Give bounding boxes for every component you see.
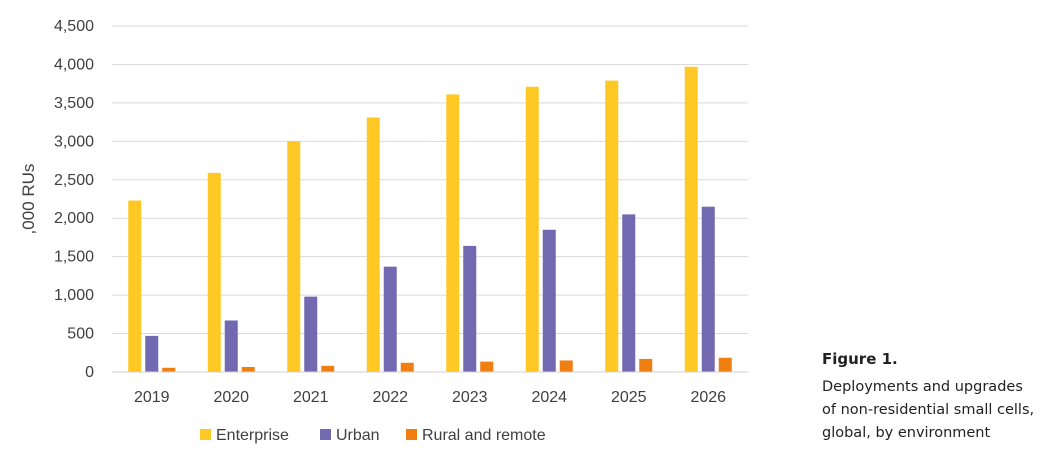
bar-rural-and-remote [162,367,176,372]
bar-urban [701,206,715,372]
y-tick-label: 3,500 [54,95,94,112]
legend-swatch [200,429,211,440]
x-tick-label: 2021 [293,389,329,406]
bar-chart: 0 500 1,000 1,500 2,000 2,500 3,000 3,500 4,000 4… [19,18,748,444]
bar-enterprise [684,66,698,373]
bar-rural-and-remote [718,357,732,372]
bar-enterprise [287,141,301,372]
y-tick-label: 1,000 [54,287,94,304]
bar-rural-and-remote [559,360,573,372]
bar-rural-and-remote [321,365,335,372]
legend-label: Urban [336,427,380,444]
y-tick-label: 4,000 [54,56,94,73]
caption-line: Deployments and upgrades [822,379,1023,395]
bar-urban [224,320,238,372]
bar-urban [304,296,318,372]
bar-rural-and-remote [639,358,653,372]
caption-line: global, by environment [822,425,991,441]
bar-urban [463,245,477,372]
bar-rural-and-remote [480,361,494,372]
bar-rural-and-remote [241,367,255,372]
bar-enterprise [366,117,380,373]
y-tick-label: 500 [67,326,94,343]
x-tick-label: 2025 [611,389,647,406]
bar-enterprise [207,172,221,372]
y-axis-ticks: 0 500 1,000 1,500 2,000 2,500 3,000 3,500 4,000 4… [54,18,94,381]
y-tick-label: 3,000 [54,133,94,150]
y-tick-label: 1,500 [54,249,94,266]
bar-urban [542,229,556,372]
bar-urban [145,335,159,372]
y-tick-label: 2,500 [54,172,94,189]
x-axis-ticks: 2019 2020 2021 2022 2023 2024 2025 2026 [134,389,726,406]
bar-urban [383,266,397,372]
legend: Enterprise Urban Rural and remote [200,427,546,444]
bar-enterprise [605,80,619,372]
x-tick-label: 2023 [452,389,488,406]
bar-enterprise [525,86,539,373]
x-tick-label: 2019 [134,389,170,406]
bars [128,66,732,373]
x-tick-label: 2024 [531,389,567,406]
x-tick-label: 2022 [372,389,408,406]
legend-label: Enterprise [216,427,289,444]
legend-label: Rural and remote [422,427,546,444]
x-tick-label: 2026 [690,389,726,406]
bar-rural-and-remote [400,362,414,372]
bar-urban [622,214,636,372]
figure-caption: Figure 1. Deployments and upgrades of no… [822,350,1052,445]
caption-title: Figure 1. [822,350,898,368]
legend-swatch [320,429,331,440]
bar-enterprise [128,200,142,372]
y-tick-label: 4,500 [54,18,94,35]
gridlines [112,25,748,335]
y-axis-title: ,000 RUs [19,164,38,235]
y-tick-label: 2,000 [54,210,94,227]
legend-swatch [406,429,417,440]
x-tick-label: 2020 [213,389,249,406]
y-tick-label: 0 [85,364,94,381]
caption-line: of non-residential small cells, [822,402,1035,418]
bar-enterprise [446,94,460,372]
